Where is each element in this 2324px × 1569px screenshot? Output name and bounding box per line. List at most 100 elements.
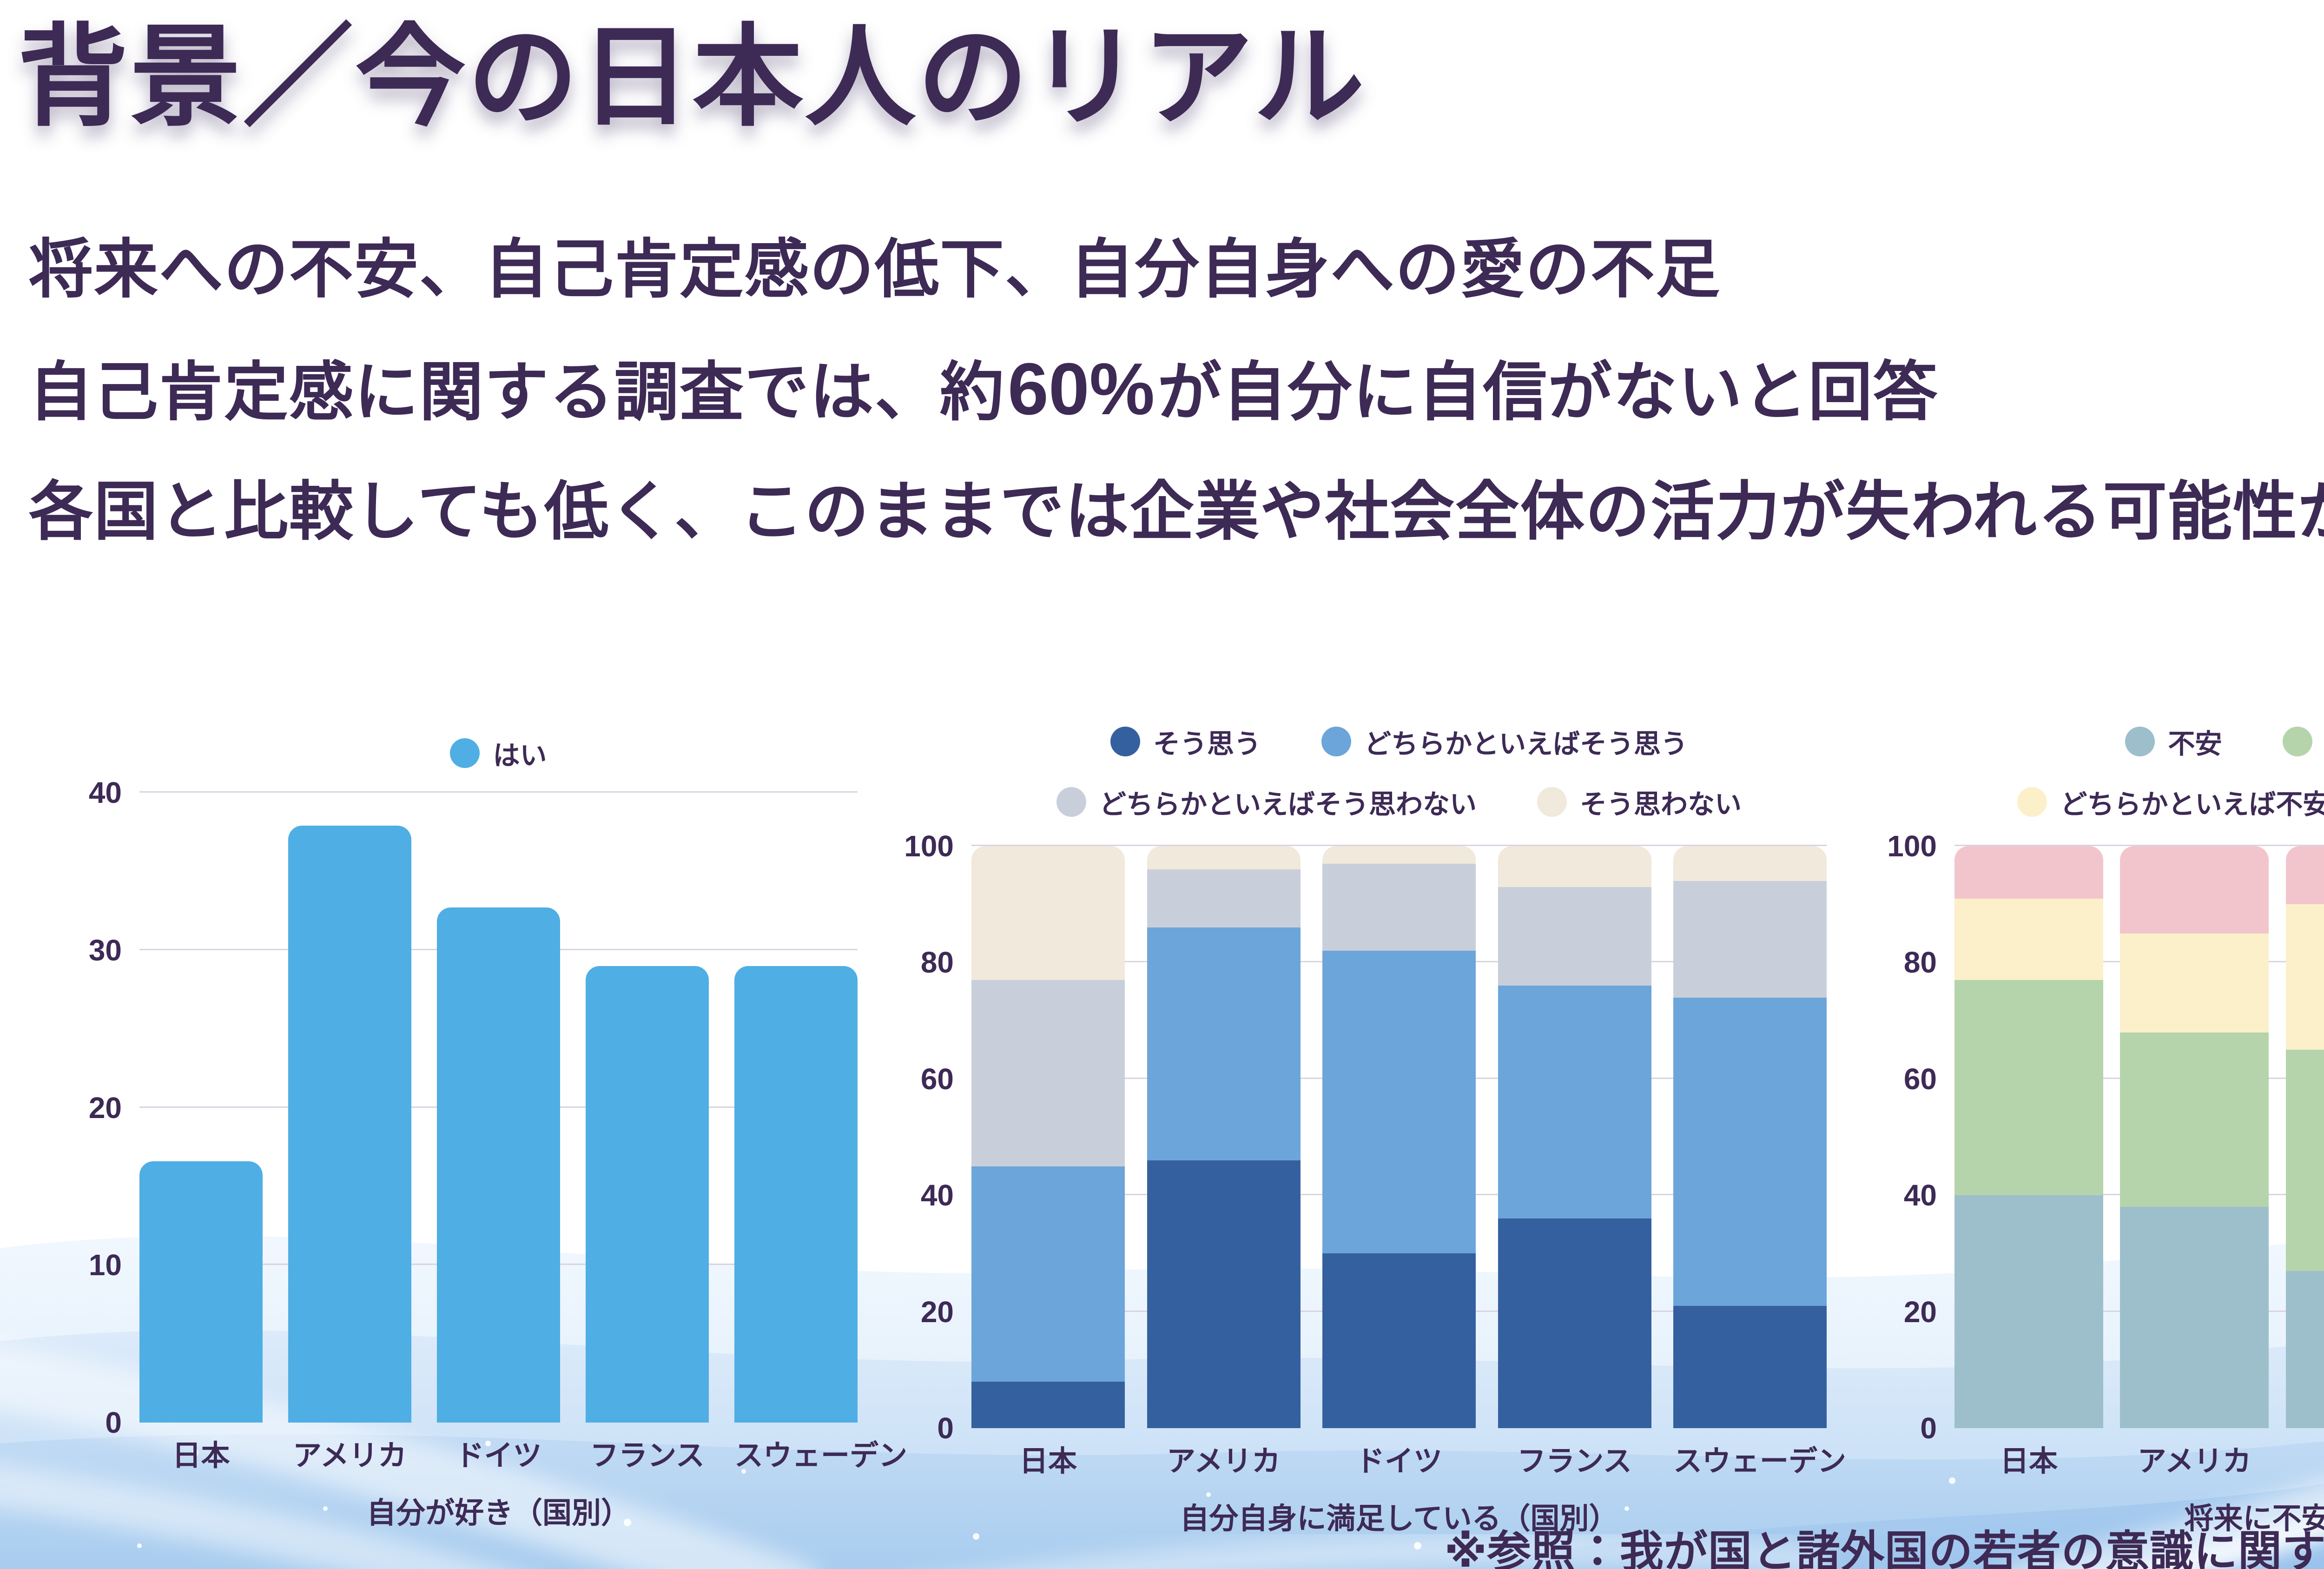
bar-segment: [1147, 846, 1301, 870]
legend-item: そう思う: [1110, 722, 1261, 761]
highlight-60-percent: 60%: [1008, 348, 1155, 430]
bar-日本: [1954, 846, 2103, 1428]
bar-日本: [971, 846, 1125, 1428]
bar-segment: [971, 846, 1125, 980]
bar-segment: [971, 1166, 1125, 1382]
x-tick-label: フランス: [1517, 1445, 1632, 1477]
body-text: 将来への不安、自己肯定感の低下、自分自身への愛の不足 自己肯定感に関する調査では…: [29, 210, 2324, 572]
x-axis-labels: 日本 アメリカ ドイツ フランス スウェーデン: [971, 1437, 1847, 1479]
bar-segment: [2120, 933, 2269, 1033]
bar-segment: [1673, 881, 1827, 998]
plot-area: 0 10 20 30 40: [89, 778, 858, 1437]
bar-ドイツ: [2285, 846, 2324, 1428]
legend-item: 不安: [2125, 722, 2222, 761]
legend-row: 不安 どちらかといえば不安: [1954, 722, 2324, 761]
gridline: [971, 845, 1827, 846]
axis-title: 将来に不安がある（国別）: [2184, 1503, 2324, 1535]
legend-item: どちらかといえば不安: [2282, 722, 2324, 761]
bar-フランス: [1498, 846, 1651, 1428]
bar-segment: [1673, 1306, 1827, 1428]
bar-segment: [1954, 846, 2103, 899]
x-tick-label: アメリカ: [1167, 1445, 1281, 1477]
legend-label: 不安: [2168, 729, 2222, 759]
gridline: [1954, 845, 2324, 846]
bar-segment: [1498, 846, 1651, 887]
bar-アメリカ: [288, 826, 411, 1423]
x-tick-label: スウェーデン: [1673, 1445, 1847, 1477]
legend-dot-icon: [1056, 787, 1086, 817]
legend-item: どちらかといえば不安ではない: [2017, 782, 2324, 821]
bar-segment: [1498, 986, 1651, 1219]
legend-dot-icon: [450, 738, 480, 768]
bar-segment: [2120, 1032, 2269, 1207]
x-tick-label: 日本: [172, 1440, 230, 1472]
bar-segment: [1322, 951, 1476, 1254]
source-note: ※参照：我が国と諸外国の若者の意識に関する調査 （令和５年度）: [1444, 1527, 2324, 1569]
bar-segment: [2285, 1271, 2324, 1428]
bar-segment: [2285, 904, 2324, 1050]
gridline: [139, 791, 858, 793]
bar-segment: [1147, 1160, 1301, 1428]
legend-dot-icon: [1537, 787, 1567, 817]
bar-segment: [1673, 846, 1827, 881]
bar-segment: [1322, 1253, 1476, 1428]
bar-ドイツ: [1322, 846, 1476, 1428]
bar-segment: [437, 907, 560, 1423]
legend-dot-icon: [2282, 727, 2312, 756]
bar-スウェーデン: [734, 966, 858, 1423]
bar-segment: [1673, 997, 1827, 1306]
legend-dot-icon: [2125, 727, 2155, 756]
chart-legend: 不安 どちらかといえば不安どちらかといえば不安ではない不安ではない: [1954, 722, 2324, 820]
body-line-2-suffix: が自分に自信がないと回答: [1157, 357, 1939, 428]
legend-label: どちらかといえばそう思う: [1364, 729, 1688, 759]
axis-title: 自分が好き（国別）: [367, 1497, 630, 1529]
x-tick-label: ドイツ: [2286, 1437, 2324, 1479]
bar-segment: [1322, 846, 1476, 864]
legend-item: そう思わない: [1537, 782, 1742, 821]
body-line-2: 自己肯定感に関する調査では、約60%が自分に自信がないと回答: [29, 330, 2324, 452]
bar-segment: [139, 1161, 263, 1423]
bar-スウェーデン: [1673, 846, 1827, 1428]
bars: [971, 846, 1827, 1428]
legend-label: そう思わない: [1580, 789, 1742, 820]
legend-item: どちらかといえばそう思う: [1321, 722, 1688, 761]
bar-segment: [1954, 898, 2103, 980]
bars: [139, 793, 858, 1423]
bar-segment: [2120, 846, 2269, 933]
chart-legend: そう思う どちらかといえばそう思うどちらかといえばそう思わない そう思わない: [971, 722, 1827, 820]
chart-future-anxiety: 不安 どちらかといえば不安どちらかといえば不安ではない不安ではない 02040608…: [1887, 722, 2324, 1537]
bar-アメリカ: [2120, 846, 2269, 1428]
bar-segment: [288, 826, 411, 1423]
bars: [1954, 846, 2324, 1428]
x-tick-label: ドイツ: [1355, 1445, 1442, 1477]
bar-segment: [1954, 1195, 2103, 1428]
x-tick-label: スウェーデン: [734, 1440, 908, 1472]
legend-label: どちらかといえば不安ではない: [2060, 789, 2324, 820]
bar-segment: [1498, 1218, 1651, 1428]
bar-segment: [1954, 980, 2103, 1196]
bar-segment: [2285, 846, 2324, 905]
bar-segment: [971, 1381, 1125, 1428]
bar-ドイツ: [437, 907, 560, 1423]
legend-row: どちらかといえばそう思わない そう思わない: [971, 786, 1827, 820]
x-tick-label: フランス: [590, 1440, 705, 1472]
chart-self-like: はい 0 10 20 30 40 日本 アメリカ ドイツ フランス スウェーデン自分が好き（国別）: [70, 737, 908, 1532]
legend-row: どちらかといえば不安ではない不安ではない: [1954, 786, 2324, 820]
bar-日本: [139, 1161, 263, 1423]
legend-dot-icon: [1110, 727, 1140, 756]
axis-title: 自分自身に満足している（国別）: [1180, 1503, 1618, 1535]
body-line-1: 将来への不安、自己肯定感の低下、自分自身への愛の不足: [29, 234, 1721, 305]
bar-segment: [1498, 887, 1651, 986]
legend-dot-icon: [2017, 787, 2047, 817]
legend-label: はい: [493, 741, 547, 771]
x-axis-labels: 日本アメリカドイツフランススウェーデン: [139, 1432, 908, 1474]
legend-row: はい: [139, 737, 858, 771]
bar-segment: [2285, 1050, 2324, 1271]
bar-segment: [2120, 1207, 2269, 1428]
chart-legend: はい: [139, 737, 858, 771]
x-tick-label: 日本: [1019, 1445, 1077, 1477]
